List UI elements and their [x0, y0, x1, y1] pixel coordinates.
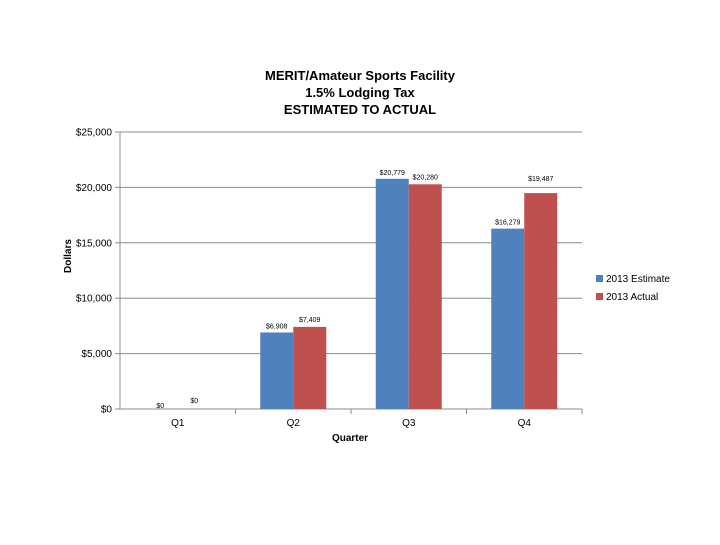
chart-title-line-3: ESTIMATED TO ACTUAL	[284, 102, 436, 117]
chart-title-line-2: 1.5% Lodging Tax	[305, 85, 415, 100]
x-tick-label: Q4	[518, 418, 532, 429]
x-axis-title: Quarter	[332, 433, 368, 444]
data-label: $7,409	[299, 317, 321, 324]
data-label: $19,487	[528, 176, 553, 183]
y-tick-label: $25,000	[76, 128, 113, 139]
bars	[260, 178, 558, 409]
y-tick-label: $5,000	[81, 349, 112, 360]
y-tick-label: $15,000	[76, 238, 113, 249]
y-tick-label: $10,000	[76, 294, 113, 305]
data-label: $16,279	[495, 220, 520, 227]
x-tick-label: Q2	[287, 418, 301, 429]
bar	[408, 184, 442, 409]
legend-swatch	[596, 293, 603, 300]
legend-swatch	[596, 275, 603, 282]
bar	[524, 193, 558, 409]
bar	[293, 326, 327, 409]
data-labels: $0 $0 $6,908 $7,409 $20,779 $20,280 $16,279 $19…	[156, 170, 553, 410]
chart-title-line-1: MERIT/Amateur Sports Facility	[265, 68, 456, 83]
x-tick-label: Q3	[402, 418, 416, 429]
chart-title: MERIT/Amateur Sports Facility 1.5% Lodgi…	[265, 68, 456, 117]
data-label: $20,779	[380, 170, 405, 177]
data-label: $6,908	[266, 323, 288, 330]
x-tick-label: Q1	[171, 418, 185, 429]
y-tick-label: $20,000	[76, 183, 113, 194]
bar	[375, 178, 409, 409]
data-label: $0	[190, 398, 198, 405]
bar	[491, 228, 525, 409]
legend-label: 2013 Actual	[606, 292, 658, 303]
legend: 2013 Estimate 2013 Actual	[596, 274, 670, 303]
data-label: $20,280	[413, 174, 438, 181]
bar	[260, 332, 294, 409]
legend-label: 2013 Estimate	[606, 274, 670, 285]
y-axis-title: Dollars	[63, 239, 74, 273]
data-label: $0	[156, 403, 164, 410]
y-tick-label: $0	[101, 405, 113, 416]
